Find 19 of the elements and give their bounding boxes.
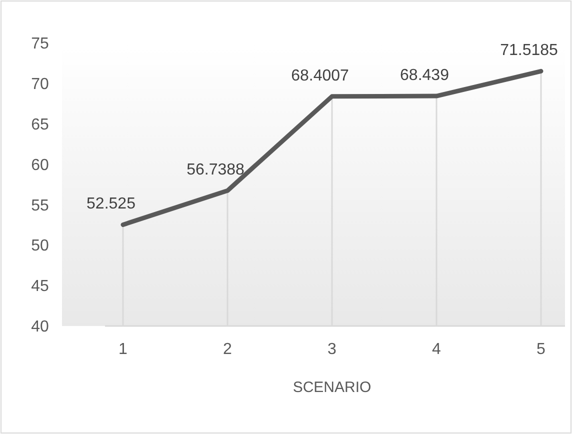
y-tick-label: 70 [31, 76, 49, 94]
y-tick-label: 65 [31, 116, 49, 134]
data-label: 68.439 [400, 67, 450, 84]
data-label: 52.525 [86, 196, 136, 213]
y-tick-label: 55 [31, 197, 49, 214]
y-tick-label: 60 [31, 156, 49, 174]
x-tick-label: 3 [328, 341, 337, 358]
x-axis-title: SCENARIO [292, 379, 372, 396]
y-tick-label: 50 [31, 238, 49, 255]
y-tick-label: 45 [31, 278, 49, 296]
y-tick-label: 75 [31, 36, 49, 53]
y-tick-label: 40 [31, 318, 49, 336]
x-tick-label: 2 [223, 341, 232, 358]
data-label: 68.4007 [291, 67, 350, 84]
data-label: 56.7388 [186, 162, 245, 179]
x-tick-label: 4 [432, 341, 442, 358]
data-label: 71.5185 [500, 42, 558, 60]
x-tick-label: 1 [118, 341, 128, 358]
x-tick-label: 5 [536, 341, 546, 358]
